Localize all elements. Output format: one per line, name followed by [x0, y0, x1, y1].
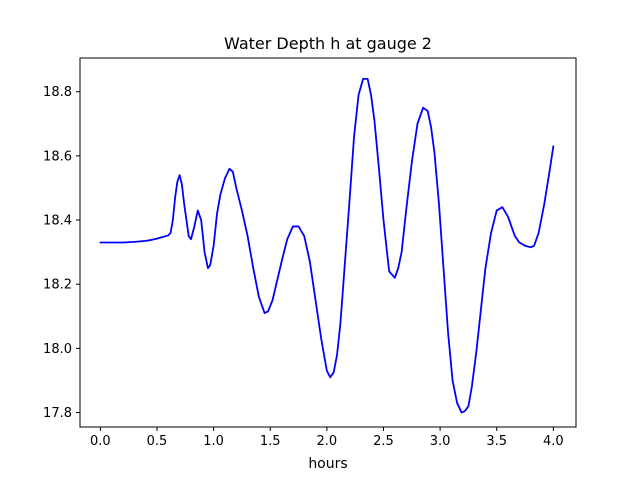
x-tick-label: 1.0 — [203, 434, 224, 449]
chart-title: Water Depth h at gauge 2 — [224, 34, 432, 53]
x-axis-label: hours — [308, 456, 347, 472]
x-axis-ticks: 0.0 0.5 1.0 1.5 2.0 2.5 3.0 3.5 4.0 — [90, 427, 564, 449]
x-tick-label: 1.5 — [260, 434, 281, 449]
x-tick-label: 2.0 — [317, 434, 338, 449]
y-axis-ticks: 17.8 18.0 18.2 18.4 18.6 18.8 — [43, 85, 80, 421]
x-tick-label: 3.5 — [486, 434, 507, 449]
axes-frame — [79, 57, 577, 428]
y-tick-label: 18.4 — [43, 214, 72, 229]
x-tick-label: 4.0 — [543, 434, 564, 449]
x-tick-label: 0.5 — [147, 434, 168, 449]
plot-area: 0.0 0.5 1.0 1.5 2.0 2.5 3.0 3.5 4.0 17.8 18.0 18.2… — [43, 57, 577, 449]
x-tick-label: 3.0 — [430, 434, 451, 449]
series-line — [99, 77, 555, 414]
y-tick-label: 18.8 — [43, 85, 72, 100]
x-tick-label: 0.0 — [90, 434, 111, 449]
x-tick-label: 2.5 — [373, 434, 394, 449]
y-tick-label: 18.6 — [43, 149, 72, 164]
y-tick-label: 18.2 — [43, 278, 72, 293]
y-tick-label: 17.8 — [43, 406, 72, 421]
y-tick-label: 18.0 — [43, 342, 72, 357]
